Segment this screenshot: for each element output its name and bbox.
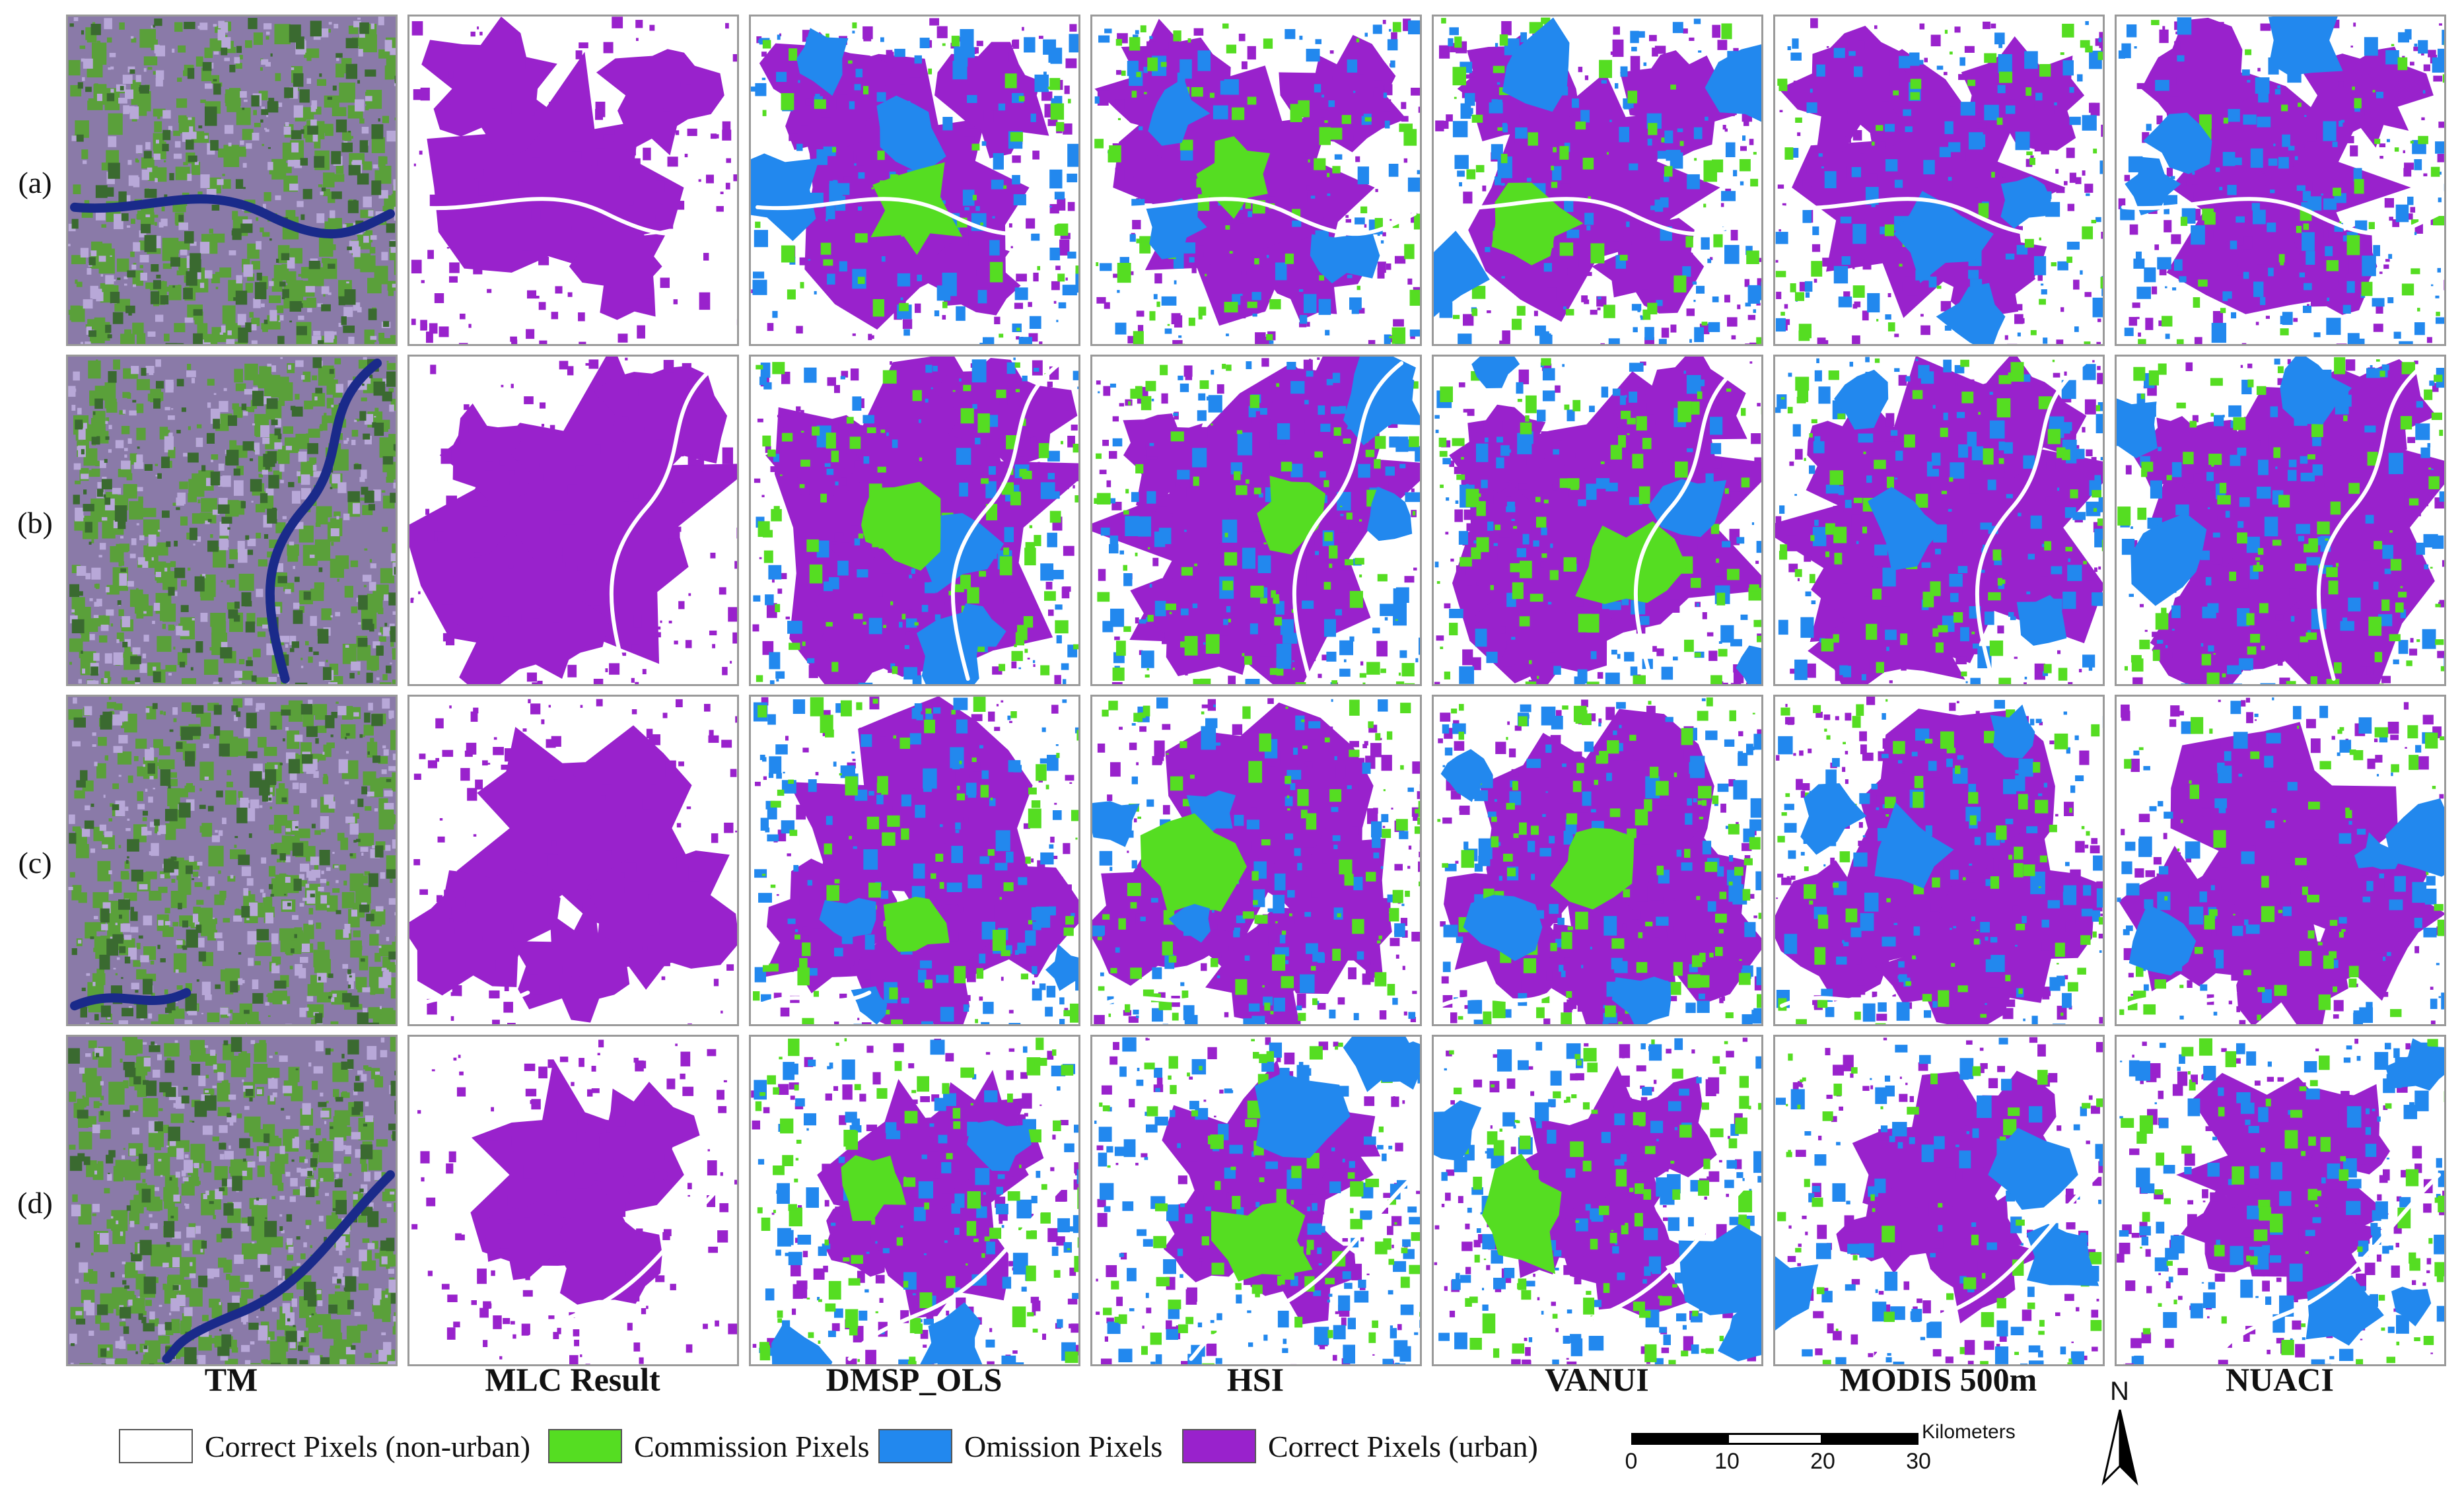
- map-tile-d-mlc: [407, 1035, 739, 1366]
- map-a-mlc-image: [409, 17, 737, 344]
- row-label-c: (c): [18, 846, 52, 880]
- column-label-tm: TM: [204, 1361, 258, 1398]
- legend-swatch-urban: [1182, 1429, 1256, 1463]
- legend-label-omission: Omission Pixels: [964, 1429, 1163, 1463]
- map-b-tm-image: [68, 357, 396, 684]
- map-a-hsi-image: [1092, 17, 1420, 344]
- map-tile-a-nuaci: [2115, 15, 2446, 346]
- map-tile-a-modis: [1773, 15, 2105, 346]
- map-b-mlc-image: [409, 357, 737, 684]
- map-tile-c-hsi: [1090, 695, 1422, 1026]
- legend-item-non-urban: Correct Pixels (non-urban): [119, 1426, 530, 1466]
- map-d-vanui-image: [1434, 1037, 1761, 1364]
- map-c-tm-image: [68, 697, 396, 1024]
- map-tile-c-mlc: [407, 695, 739, 1026]
- scale-tick-20: 20: [1810, 1449, 1835, 1474]
- column-label-hsi: HSI: [1226, 1361, 1285, 1398]
- column-label-nuaci: NUACI: [2226, 1361, 2334, 1398]
- map-d-nuaci-image: [2117, 1037, 2444, 1364]
- legend-swatch-omission: [878, 1429, 952, 1463]
- row-label-a: (a): [18, 166, 52, 199]
- legend-label-non-urban: Correct Pixels (non-urban): [205, 1429, 531, 1463]
- map-tile-a-vanui: [1432, 15, 1763, 346]
- row-label-d: (d): [17, 1186, 53, 1220]
- map-tile-c-tm: [66, 695, 398, 1026]
- map-tile-d-tm: [66, 1035, 398, 1366]
- north-arrow-icon: [2101, 1409, 2138, 1486]
- row-label-b: (b): [17, 506, 53, 539]
- map-b-nuaci-image: [2117, 357, 2444, 684]
- map-a-dmsp-image: [751, 17, 1078, 344]
- map-tile-b-tm: [66, 355, 398, 686]
- map-c-hsi-image: [1092, 697, 1420, 1024]
- north-letter: N: [2110, 1377, 2129, 1406]
- legend-item-omission: Omission Pixels: [878, 1426, 1162, 1466]
- north-arrow: N: [2090, 1377, 2150, 1489]
- scale-tick-10: 10: [1714, 1449, 1740, 1474]
- map-c-nuaci-image: [2117, 697, 2444, 1024]
- map-tile-d-nuaci: [2115, 1035, 2446, 1366]
- scale-unit: Kilometers: [1922, 1421, 2016, 1443]
- map-tile-d-modis: [1773, 1035, 2105, 1366]
- scale-tick-30: 30: [1906, 1449, 1931, 1474]
- scale-bar-segment-2: [1727, 1433, 1823, 1445]
- legend-swatch-non-urban: [119, 1429, 193, 1463]
- scale-bar-segment-3: [1823, 1433, 1918, 1445]
- map-tile-c-dmsp: [749, 695, 1080, 1026]
- scale-bar-segment-1: [1631, 1433, 1727, 1445]
- map-d-hsi-image: [1092, 1037, 1420, 1364]
- map-c-vanui-image: [1434, 697, 1761, 1024]
- legend-label-urban: Correct Pixels (urban): [1268, 1429, 1538, 1463]
- scale-bar: 0 10 20 30 Kilometers: [1625, 1420, 2016, 1479]
- map-tile-b-mlc: [407, 355, 739, 686]
- legend-label-commission: Commission Pixels: [634, 1429, 870, 1463]
- map-tile-c-nuaci: [2115, 695, 2446, 1026]
- map-a-tm-image: [68, 17, 396, 344]
- map-a-vanui-image: [1434, 17, 1761, 344]
- column-label-dmsp: DMSP_OLS: [826, 1361, 1003, 1398]
- map-c-dmsp-image: [751, 697, 1078, 1024]
- map-d-mlc-image: [409, 1037, 737, 1364]
- map-d-dmsp-image: [751, 1037, 1078, 1364]
- map-tile-c-modis: [1773, 695, 2105, 1026]
- map-d-tm-image: [68, 1037, 396, 1364]
- legend-item-commission: Commission Pixels: [548, 1426, 870, 1466]
- map-tile-c-vanui: [1432, 695, 1763, 1026]
- map-b-hsi-image: [1092, 357, 1420, 684]
- map-b-modis-image: [1775, 357, 2103, 684]
- legend-item-urban: Correct Pixels (urban): [1182, 1426, 1538, 1466]
- map-tile-a-dmsp: [749, 15, 1080, 346]
- map-tile-b-hsi: [1090, 355, 1422, 686]
- scale-tick-0: 0: [1625, 1449, 1638, 1474]
- map-b-vanui-image: [1434, 357, 1761, 684]
- map-tile-a-tm: [66, 15, 398, 346]
- column-label-vanui: VANUI: [1545, 1361, 1649, 1398]
- map-d-modis-image: [1775, 1037, 2103, 1364]
- map-tile-d-hsi: [1090, 1035, 1422, 1366]
- map-a-modis-image: [1775, 17, 2103, 344]
- column-label-modis: MODIS 500m: [1839, 1361, 2037, 1398]
- map-tile-a-mlc: [407, 15, 739, 346]
- column-label-mlc: MLC Result: [485, 1361, 660, 1398]
- map-tile-d-dmsp: [749, 1035, 1080, 1366]
- map-c-mlc-image: [409, 697, 737, 1024]
- map-tile-b-nuaci: [2115, 355, 2446, 686]
- map-b-dmsp-image: [751, 357, 1078, 684]
- map-tile-b-modis: [1773, 355, 2105, 686]
- map-tile-a-hsi: [1090, 15, 1422, 346]
- map-tile-b-dmsp: [749, 355, 1080, 686]
- legend-swatch-commission: [548, 1429, 622, 1463]
- map-tile-d-vanui: [1432, 1035, 1763, 1366]
- map-tile-b-vanui: [1432, 355, 1763, 686]
- map-c-modis-image: [1775, 697, 2103, 1024]
- map-a-nuaci-image: [2117, 17, 2444, 344]
